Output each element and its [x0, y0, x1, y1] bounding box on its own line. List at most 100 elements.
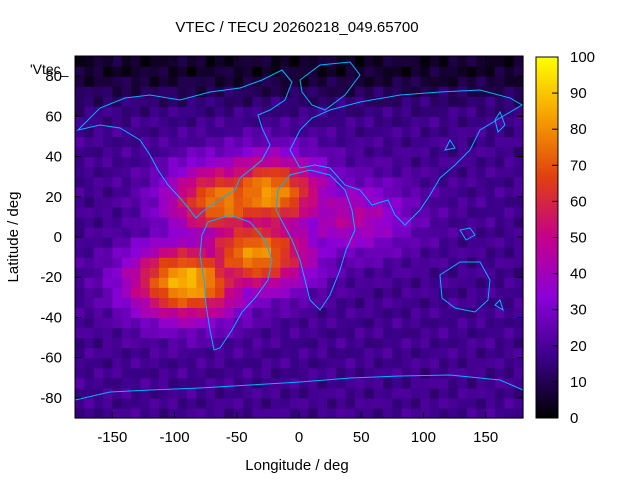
heatmap-cell — [373, 166, 384, 178]
heatmap-cell — [317, 116, 328, 127]
heatmap-cell — [280, 267, 291, 278]
heatmap-cell — [289, 297, 300, 308]
heatmap-cell — [485, 76, 496, 87]
heatmap-cell — [243, 277, 253, 288]
heatmap-cell — [467, 166, 477, 178]
heatmap-cell — [112, 397, 123, 409]
heatmap-cell — [355, 407, 365, 419]
heatmap-cell — [140, 307, 151, 319]
heatmap-cell — [495, 66, 505, 77]
heatmap-cell — [187, 297, 197, 308]
heatmap-cell — [411, 377, 421, 389]
heatmap-cell — [215, 66, 225, 77]
legend-label: 'Vtec_ — [30, 61, 69, 77]
heatmap-cell — [495, 257, 505, 268]
heatmap-cell — [327, 347, 337, 359]
heatmap-cell — [131, 206, 141, 218]
heatmap-cell — [168, 166, 179, 178]
heatmap-cell — [411, 397, 421, 409]
heatmap-cell — [75, 237, 85, 248]
heatmap-cell — [131, 347, 141, 359]
heatmap-cell — [271, 327, 281, 339]
heatmap-cell — [392, 76, 403, 87]
heatmap-cell — [103, 297, 113, 308]
heatmap-cell — [280, 146, 291, 158]
heatmap-cell — [93, 216, 104, 228]
heatmap-cell — [84, 226, 95, 238]
heatmap-cell — [327, 116, 337, 127]
heatmap-cell — [159, 407, 169, 419]
heatmap-cell — [457, 216, 468, 228]
heatmap-cell — [364, 287, 375, 298]
heatmap-cell — [112, 357, 123, 369]
heatmap-cell — [112, 407, 123, 419]
heatmap-cell — [299, 186, 309, 198]
heatmap-cell — [383, 247, 393, 258]
heatmap-cell — [355, 196, 365, 208]
heatmap-cell — [364, 66, 375, 77]
heatmap-cell — [467, 337, 477, 349]
heatmap-cell — [252, 327, 263, 339]
heatmap-cell — [196, 267, 207, 278]
heatmap-cell — [177, 196, 188, 208]
heatmap-cell — [392, 126, 403, 138]
heatmap-cell — [149, 237, 160, 248]
heatmap-cell — [476, 156, 487, 168]
heatmap-cell — [159, 307, 169, 319]
heatmap-cell — [308, 337, 319, 349]
heatmap-cell — [149, 277, 160, 288]
heatmap-cell — [159, 317, 169, 329]
heatmap-cell — [159, 267, 169, 278]
heatmap-cell — [485, 327, 496, 339]
heatmap-cell — [439, 176, 449, 188]
heatmap-cell — [345, 397, 356, 409]
heatmap-cell — [168, 307, 179, 319]
heatmap-cell — [457, 407, 468, 419]
heatmap-cell — [299, 387, 309, 399]
heatmap-cell — [327, 126, 337, 138]
heatmap-cell — [383, 56, 393, 67]
heatmap-cell — [401, 226, 412, 238]
heatmap-cell — [168, 287, 179, 298]
heatmap-cell — [84, 327, 95, 339]
heatmap-cell — [177, 297, 188, 308]
heatmap-cell — [504, 206, 515, 218]
heatmap-cell — [401, 387, 412, 399]
heatmap-cell — [457, 96, 468, 107]
heatmap-cell — [149, 357, 160, 369]
heatmap-cell — [513, 307, 524, 319]
heatmap-cell — [429, 297, 440, 308]
heatmap-cell — [187, 267, 197, 278]
heatmap-cell — [476, 347, 487, 359]
heatmap-cell — [215, 166, 225, 178]
heatmap-cell — [392, 317, 403, 329]
heatmap-cell — [364, 247, 375, 258]
heatmap-cell — [224, 76, 235, 87]
heatmap-cell — [93, 96, 104, 107]
heatmap-cell — [75, 287, 85, 298]
heatmap-cell — [476, 196, 487, 208]
heatmap-cell — [243, 287, 253, 298]
heatmap-cell — [261, 86, 272, 97]
heatmap-cell — [205, 106, 216, 117]
heatmap-cell — [149, 176, 160, 188]
heatmap-cell — [75, 106, 85, 117]
heatmap-cell — [271, 136, 281, 148]
heatmap-cell — [448, 96, 459, 107]
heatmap-cell — [84, 317, 95, 329]
heatmap-cell — [299, 66, 309, 77]
heatmap-cell — [327, 206, 337, 218]
heatmap-cell — [457, 247, 468, 258]
x-tick-label: -100 — [160, 429, 190, 446]
heatmap-cell — [439, 347, 449, 359]
heatmap-cell — [355, 106, 365, 117]
heatmap-cell — [140, 347, 151, 359]
heatmap-cell — [467, 377, 477, 389]
heatmap-cell — [289, 397, 300, 409]
heatmap-cell — [252, 357, 263, 369]
heatmap-cell — [205, 176, 216, 188]
heatmap-cell — [308, 126, 319, 138]
heatmap-cell — [103, 146, 113, 158]
heatmap-cell — [448, 226, 459, 238]
heatmap-cell — [504, 66, 515, 77]
